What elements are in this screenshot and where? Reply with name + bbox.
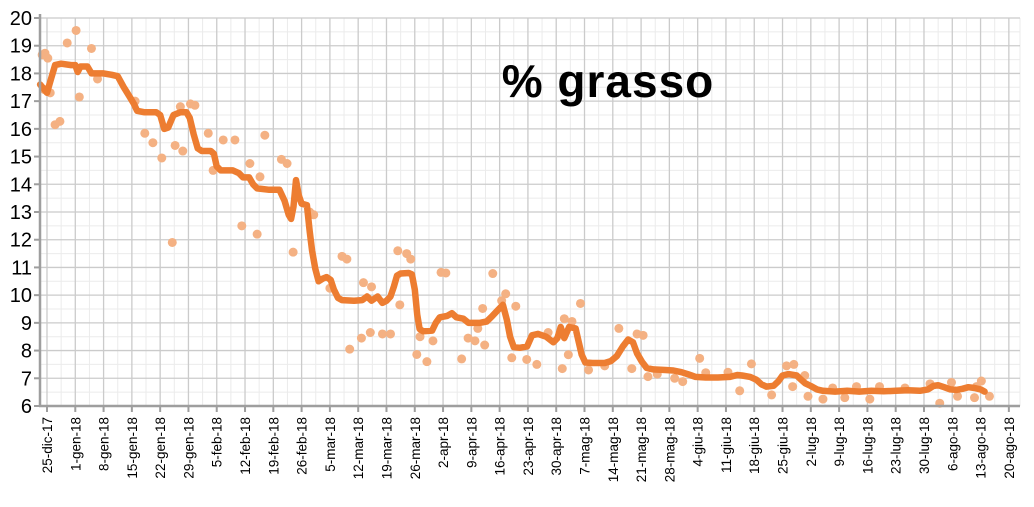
x-axis-labels: 25-dic-17 1-gen-18 8-gen-18 15-gen-18 22-gen…: [40, 417, 1017, 482]
svg-text:5-mar-18: 5-mar-18: [323, 417, 338, 472]
svg-text:25-dic-17: 25-dic-17: [40, 417, 55, 473]
svg-text:19-feb-18: 19-feb-18: [266, 417, 281, 475]
svg-text:20-ago-18: 20-ago-18: [1002, 417, 1017, 479]
major-gridlines: [40, 17, 1020, 406]
svg-text:12: 12: [10, 230, 32, 252]
svg-text:18: 18: [10, 63, 32, 85]
trend-line: [36, 60, 988, 395]
svg-text:5-feb-18: 5-feb-18: [210, 417, 225, 467]
svg-text:1-gen-18: 1-gen-18: [68, 417, 83, 471]
minor-gridlines: [40, 18, 1021, 406]
svg-text:13-ago-18: 13-ago-18: [974, 417, 989, 479]
svg-text:14: 14: [10, 174, 32, 196]
svg-text:29-gen-18: 29-gen-18: [181, 417, 196, 479]
svg-text:11-giu-18: 11-giu-18: [719, 417, 734, 473]
svg-text:9-apr-18: 9-apr-18: [464, 417, 479, 468]
svg-text:30-apr-18: 30-apr-18: [549, 417, 564, 476]
svg-text:25-giu-18: 25-giu-18: [776, 417, 791, 474]
svg-text:20: 20: [10, 8, 32, 30]
svg-text:7-mag-18: 7-mag-18: [578, 417, 593, 475]
svg-text:19: 19: [10, 36, 32, 58]
svg-text:9-lug-18: 9-lug-18: [832, 417, 847, 467]
svg-text:2-apr-18: 2-apr-18: [436, 417, 451, 468]
svg-text:12-feb-18: 12-feb-18: [238, 417, 253, 475]
svg-text:16-apr-18: 16-apr-18: [493, 417, 508, 476]
svg-text:6: 6: [21, 396, 32, 418]
svg-text:6-ago-18: 6-ago-18: [945, 417, 960, 471]
svg-text:22-gen-18: 22-gen-18: [153, 417, 168, 479]
y-axis-labels: 6 7 8 9 10 11 12 13 14 15 16 17 18 19 20: [10, 8, 32, 418]
chart-title: % grasso: [501, 55, 715, 107]
svg-text:7: 7: [21, 368, 32, 390]
svg-text:9: 9: [21, 313, 32, 335]
svg-text:26-mar-18: 26-mar-18: [408, 417, 423, 479]
axes: [34, 14, 1020, 412]
svg-text:17: 17: [10, 91, 32, 113]
svg-text:12-mar-18: 12-mar-18: [351, 417, 366, 479]
svg-text:14-mag-18: 14-mag-18: [606, 417, 621, 482]
svg-text:11: 11: [11, 257, 32, 279]
svg-text:23-apr-18: 23-apr-18: [521, 417, 536, 476]
svg-text:19-mar-18: 19-mar-18: [379, 417, 394, 479]
svg-text:10: 10: [10, 285, 32, 307]
svg-text:16: 16: [10, 119, 32, 141]
svg-text:15: 15: [10, 147, 32, 169]
svg-text:13: 13: [10, 202, 32, 224]
svg-text:28-mag-18: 28-mag-18: [662, 417, 677, 482]
svg-text:21-mag-18: 21-mag-18: [634, 417, 649, 482]
svg-text:30-lug-18: 30-lug-18: [917, 417, 932, 474]
svg-text:8-gen-18: 8-gen-18: [97, 417, 112, 471]
svg-text:23-lug-18: 23-lug-18: [889, 417, 904, 474]
svg-text:4-giu-18: 4-giu-18: [691, 417, 706, 467]
svg-text:26-feb-18: 26-feb-18: [295, 417, 310, 475]
svg-text:2-lug-18: 2-lug-18: [804, 417, 819, 467]
svg-text:16-lug-18: 16-lug-18: [860, 417, 875, 474]
svg-text:8: 8: [21, 341, 32, 363]
svg-text:18-giu-18: 18-giu-18: [747, 417, 762, 474]
svg-text:15-gen-18: 15-gen-18: [125, 417, 140, 479]
